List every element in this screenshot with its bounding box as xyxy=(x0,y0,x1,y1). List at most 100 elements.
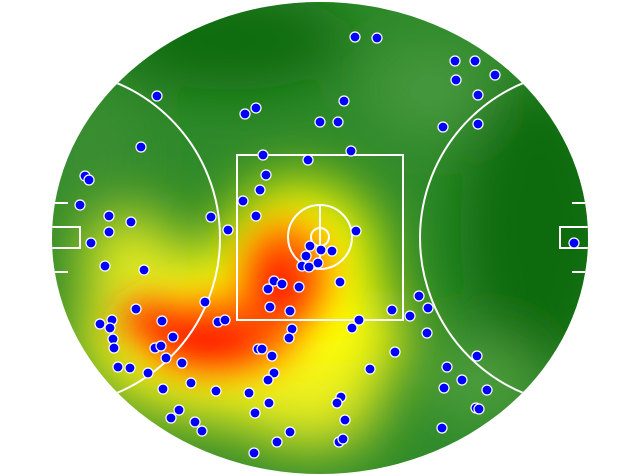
scatter-point xyxy=(481,384,493,396)
scatter-point xyxy=(205,211,217,223)
scatter-point xyxy=(472,89,484,101)
field-lines xyxy=(52,69,588,407)
left-50m-arc xyxy=(52,69,221,407)
scatter-point xyxy=(438,382,450,394)
centre-square xyxy=(236,154,404,321)
scatter-points xyxy=(74,31,580,459)
scatter-point xyxy=(250,102,262,114)
scatter-point xyxy=(160,352,172,364)
scatter-point xyxy=(441,361,453,373)
scatter-point xyxy=(331,397,343,409)
scatter-point xyxy=(353,314,365,326)
scatter-point xyxy=(151,90,163,102)
scatter-point xyxy=(314,116,326,128)
scatter-point xyxy=(264,301,276,313)
scatter-point xyxy=(138,264,150,276)
scatter-point xyxy=(125,216,137,228)
scatter-point xyxy=(302,154,314,166)
scatter-point xyxy=(326,245,338,257)
scatter-point xyxy=(185,377,197,389)
scatter-point xyxy=(300,250,312,262)
scatter-point xyxy=(74,199,86,211)
scatter-point xyxy=(469,55,481,67)
scatter-point xyxy=(199,296,211,308)
scatter-point xyxy=(210,385,222,397)
scatter-point xyxy=(489,69,501,81)
scatter-point xyxy=(284,426,296,438)
scatter-point xyxy=(248,447,260,459)
scatter-point xyxy=(262,283,274,295)
scatter-point xyxy=(346,322,358,334)
scatter-point xyxy=(135,141,147,153)
scatter-point xyxy=(456,374,468,386)
scatter-point xyxy=(422,302,434,314)
scatter-point xyxy=(254,184,266,196)
scatter-point xyxy=(142,367,154,379)
scatter-point xyxy=(237,195,249,207)
scatter-point xyxy=(173,404,185,416)
scatter-point xyxy=(339,414,351,426)
scatter-point xyxy=(437,121,449,133)
scatter-point xyxy=(389,346,401,358)
scatter-point xyxy=(249,407,261,419)
scatter-point xyxy=(239,108,251,120)
scatter-point xyxy=(386,304,398,316)
scatter-point xyxy=(124,362,136,374)
scatter-point xyxy=(337,433,349,445)
scatter-point xyxy=(130,303,142,315)
scatter-point xyxy=(104,322,116,334)
scatter-point xyxy=(103,226,115,238)
scatter-point xyxy=(157,383,169,395)
right-goal-square xyxy=(559,226,588,249)
scatter-point xyxy=(189,416,201,428)
scatter-point xyxy=(350,225,362,237)
scatter-point xyxy=(312,257,324,269)
scatter-point xyxy=(167,331,179,343)
scatter-point xyxy=(293,281,305,293)
scatter-point xyxy=(334,276,346,288)
scatter-point xyxy=(222,224,234,236)
scatter-point xyxy=(338,95,350,107)
scatter-point xyxy=(83,174,95,186)
scatter-point xyxy=(568,237,580,249)
scatter-point xyxy=(156,315,168,327)
scatter-point xyxy=(404,310,416,322)
scatter-point xyxy=(176,357,188,369)
scatter-point xyxy=(449,55,461,67)
scatter-point xyxy=(112,361,124,373)
scatter-point xyxy=(413,290,425,302)
scatter-point xyxy=(304,240,316,252)
scatter-point xyxy=(94,318,106,330)
scatter-point xyxy=(436,422,448,434)
scatter-point xyxy=(103,210,115,222)
heatmap-hot-regions xyxy=(120,220,330,375)
scatter-point xyxy=(266,350,278,362)
scatter-point xyxy=(243,387,255,399)
scatter-point xyxy=(303,261,315,273)
scatter-point xyxy=(471,350,483,362)
scatter-point xyxy=(284,305,296,317)
scatter-point xyxy=(99,260,111,272)
scatter-point xyxy=(276,278,288,290)
scatter-point xyxy=(165,412,177,424)
right-50m-arc xyxy=(419,69,588,407)
scatter-point xyxy=(473,403,485,415)
scatter-point xyxy=(85,237,97,249)
scatter-point xyxy=(345,145,357,157)
scatter-point xyxy=(108,342,120,354)
scatter-point xyxy=(263,397,275,409)
scatter-point xyxy=(155,340,167,352)
scatter-point xyxy=(256,343,268,355)
scatter-point xyxy=(257,149,269,161)
scatter-point xyxy=(268,367,280,379)
scatter-point xyxy=(371,32,383,44)
scatter-point xyxy=(421,327,433,339)
scatter-point xyxy=(349,31,361,43)
scatter-point xyxy=(250,210,262,222)
scatter-point xyxy=(262,374,274,386)
scatter-point xyxy=(332,116,344,128)
scatter-point xyxy=(472,118,484,130)
scatter-point xyxy=(450,74,462,86)
